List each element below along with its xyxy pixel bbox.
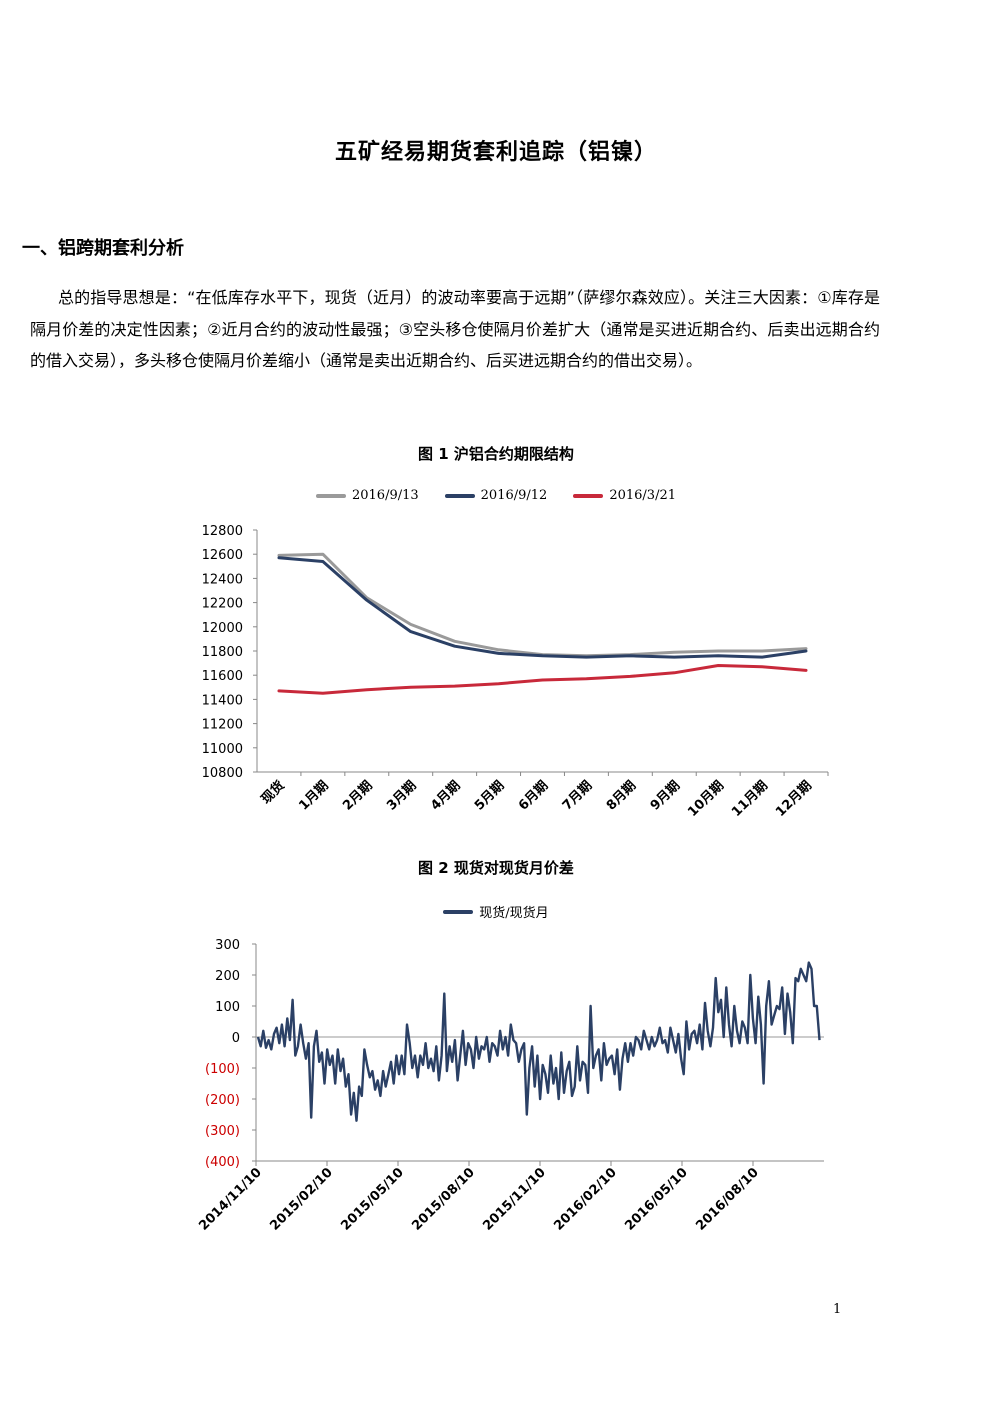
y-tick-label: 11800 <box>202 645 243 660</box>
series-line-1 <box>256 961 821 1122</box>
x-tick-label: 2015/08/10 <box>409 1165 477 1233</box>
x-tick-label: 2015/11/10 <box>480 1165 548 1233</box>
x-tick-label: 9月期 <box>648 778 683 813</box>
y-tick-label: 200 <box>215 969 240 984</box>
figure-2-chart: 300 200 100 0 (100) (200) (300) (400)2014/11/10… <box>196 938 824 1234</box>
body-paragraph: 总的指导思想是：“在低库存水平下，现货（近月）的波动率要高于远期”（萨缪尔森效应… <box>30 288 880 370</box>
y-tick-label: (200) <box>205 1093 240 1108</box>
x-tick-label: 2016/02/10 <box>551 1165 619 1233</box>
legend-label: 2016/9/13 <box>351 488 419 503</box>
series-line-2 <box>277 556 808 659</box>
y-tick-label: (400) <box>205 1155 240 1170</box>
legend-swatch <box>443 909 474 914</box>
x-tick-label: 5月期 <box>472 778 507 813</box>
y-tick-label: 12400 <box>202 572 243 587</box>
legend-item: 2016/3/21 <box>573 488 676 503</box>
x-tick-label: 7月期 <box>560 778 595 813</box>
y-tick-label: 11000 <box>202 742 243 757</box>
section-heading: 一、铝跨期套利分析 <box>22 238 184 259</box>
page-number: 1 <box>833 1302 842 1317</box>
y-tick-label: 300 <box>215 938 240 953</box>
x-tick-label: 2015/05/10 <box>338 1165 406 1233</box>
legend-item: 2016/9/12 <box>444 488 548 503</box>
x-tick-label: 2月期 <box>340 778 375 813</box>
x-tick-label: 6月期 <box>516 778 551 813</box>
legend-swatch <box>573 493 604 498</box>
x-tick-label: 2015/02/10 <box>267 1165 335 1233</box>
x-tick-label: 4月期 <box>428 778 463 813</box>
document-title: 五矿经易期货套利追踪（铝镍） <box>334 140 657 165</box>
legend-swatch <box>315 493 346 498</box>
series-line-1 <box>277 552 808 658</box>
legend-label: 2016/9/12 <box>480 488 548 503</box>
x-tick-label: 现货 <box>258 778 288 808</box>
series-line-3 <box>277 664 808 695</box>
x-tick-label: 10月期 <box>685 778 727 820</box>
figure-2-caption: 图 2 现货对现货月价差 <box>418 859 574 877</box>
legend-item: 现货/现货月 <box>443 902 549 921</box>
y-tick-label: 11600 <box>202 669 243 684</box>
legend-swatch <box>444 493 475 498</box>
y-tick-label: (300) <box>205 1124 240 1139</box>
x-tick-label: 8月期 <box>604 778 639 813</box>
y-tick-label: 11400 <box>202 693 243 708</box>
y-tick-label: 12800 <box>202 524 243 539</box>
y-tick-label: 12600 <box>202 548 243 563</box>
figure-1-legend: 2016/9/13 2016/9/12 2016/3/21 <box>0 488 992 503</box>
y-tick-label: 0 <box>232 1031 240 1046</box>
x-tick-label: 2014/11/10 <box>196 1165 264 1233</box>
x-tick-label: 12月期 <box>773 778 815 820</box>
x-tick-label: 2016/08/10 <box>693 1165 761 1233</box>
y-tick-label: (100) <box>205 1062 240 1077</box>
legend-label: 2016/3/21 <box>609 488 676 503</box>
figure-1-caption: 图 1 沪铝合约期限结构 <box>418 445 574 463</box>
x-tick-label: 11月期 <box>729 778 771 820</box>
y-tick-label: 100 <box>215 1000 240 1015</box>
y-tick-label: 10800 <box>202 766 243 781</box>
legend-label: 现货/现货月 <box>479 906 549 921</box>
y-tick-label: 11200 <box>202 718 243 733</box>
x-tick-label: 1月期 <box>296 778 331 813</box>
figure-1-chart: 10800 11000 11200 11400 11600 11800 12000 12200… <box>202 524 829 820</box>
figure-2-legend: 现货/现货月 <box>0 902 992 921</box>
legend-item: 2016/9/13 <box>315 488 419 503</box>
y-tick-label: 12200 <box>202 597 243 612</box>
y-tick-label: 12000 <box>202 621 243 636</box>
x-tick-label: 2016/05/10 <box>622 1165 690 1233</box>
x-tick-label: 3月期 <box>384 778 419 813</box>
